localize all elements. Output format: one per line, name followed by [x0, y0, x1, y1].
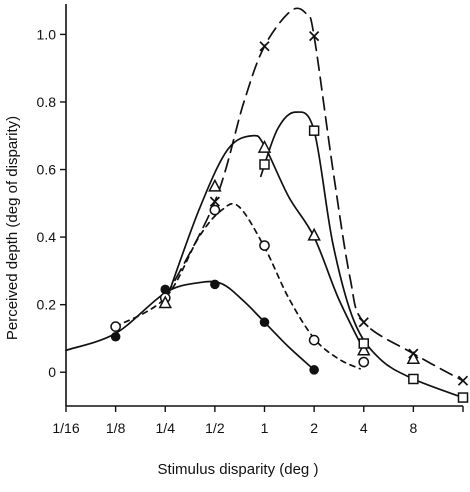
filled-circle-curve	[65, 280, 315, 371]
y-tick-label: 0.8	[37, 94, 57, 110]
filled-circle-point	[160, 284, 171, 295]
y-tick-label: 0.4	[37, 229, 57, 245]
open-circle-curve	[114, 202, 361, 370]
curves	[65, 7, 464, 399]
x-axis-label: Stimulus disparity (deg )	[158, 461, 319, 478]
x-tick-label: 1/2	[205, 420, 225, 436]
x-tick-label: 1/4	[156, 420, 176, 436]
open-circle-point	[209, 204, 221, 216]
y-axis-label: Perceived depth (deg of disparity)	[4, 116, 21, 340]
triangle-point	[406, 351, 421, 364]
square-point	[408, 373, 419, 385]
x-tick-label: 8	[409, 420, 417, 436]
cross-point	[408, 348, 419, 359]
y-tick-label: 0.2	[37, 297, 57, 313]
x-tick-label: 1/8	[106, 420, 126, 436]
filled-circle-point	[210, 279, 220, 290]
square-curve	[259, 111, 464, 399]
square-point	[358, 338, 369, 349]
y-tick-label: 0.6	[37, 162, 57, 178]
filled-circle-point	[110, 331, 121, 342]
axes: 1/16 1/8 1/4 1/2 1 2 4 8 0 0.2 0.4 0.6 0.8 1.0	[37, 4, 464, 436]
x-tick-label: 2	[310, 420, 318, 436]
triangle-point	[307, 227, 321, 241]
square-point	[457, 392, 469, 403]
cross-point	[209, 196, 220, 207]
triangle-point	[158, 295, 172, 309]
square-point	[308, 125, 320, 136]
open-circle-point	[358, 356, 370, 368]
filled-circle-point	[309, 365, 319, 375]
filled-circle-point	[259, 317, 270, 328]
cross-point	[358, 317, 369, 328]
open-circle-point	[308, 334, 320, 346]
square-point	[259, 159, 270, 170]
open-circle-point	[259, 240, 270, 251]
open-circle-point	[110, 321, 121, 332]
y-tick-label: 1.0	[37, 26, 57, 42]
cross-point	[457, 375, 469, 386]
cross-curve	[164, 7, 464, 382]
y-tick-label: 0	[48, 364, 56, 380]
axis-labels: Stimulus disparity (deg ) Perceived dept…	[4, 116, 318, 478]
triangle-point	[257, 139, 272, 153]
x-tick-label: 1	[261, 420, 269, 436]
triangle-point	[208, 178, 222, 192]
x-tick-label: 1/16	[52, 420, 79, 436]
triangle-point	[357, 342, 371, 356]
cross-point	[259, 41, 270, 52]
markers	[110, 30, 469, 403]
x-tick-label: 4	[360, 420, 368, 436]
cross-point	[309, 30, 320, 42]
